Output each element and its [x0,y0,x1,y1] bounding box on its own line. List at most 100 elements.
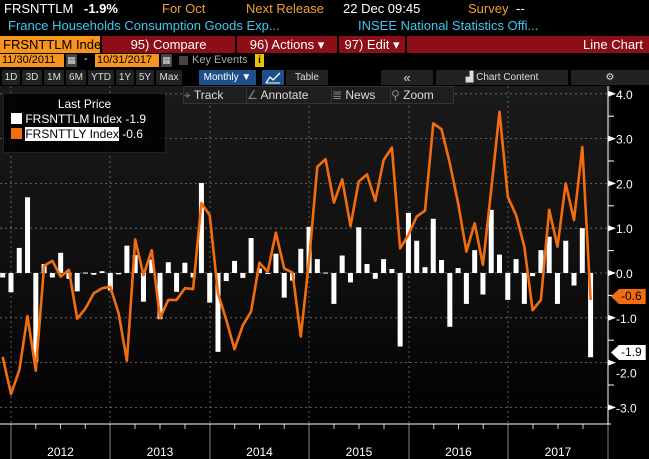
bar-frsnttlm [149,259,155,273]
annotate-label: Annotate [260,88,309,102]
legend-item-frsnttlm[interactable]: FRSNTTLM Index -1.9 [11,112,165,126]
line-chart-icon[interactable] [262,70,284,85]
magnifier-icon: ⚲ [391,88,404,102]
compare-button[interactable]: 95) Compare [102,36,235,53]
news-button[interactable]: ≣ News [331,86,391,104]
info-icon[interactable]: i [255,54,264,67]
bar-frsnttlm [339,255,345,273]
bar-frsnttlm [405,212,411,273]
bar-frsnttlm [157,273,163,320]
line-frsnttly [1,110,592,396]
key-events-checkbox[interactable] [179,56,188,65]
y-tick-label: 4.0 [616,88,633,102]
security-description: France Households Consumption Goods Exp.… [8,18,280,33]
x-tick-label: 2012 [47,445,74,459]
bar-frsnttlm [480,273,486,295]
bar-frsnttlm [83,272,88,274]
edit-button[interactable]: 97) Edit ▾ [339,36,405,53]
x-tick-label: 2013 [147,445,174,459]
bar-frsnttlm [33,273,39,363]
period-button-6m[interactable]: 6M [66,70,86,85]
y-tick-label: 1.0 [616,222,633,236]
chart-content-button[interactable]: ▟ Chart Content [436,70,568,85]
last-value-tag-white: -1.9 [611,345,646,360]
bar-frsnttlm [107,273,113,291]
legend-series-value: -1.9 [125,112,147,126]
bar-frsnttlm [588,273,594,358]
period-button-3d[interactable]: 3D [22,70,42,85]
bar-frsnttlm [488,209,494,273]
chart-type-button[interactable]: Line Chart [407,36,649,53]
bar-frsnttlm [397,273,403,347]
last-value-tag-orange: -0.6 [611,289,646,304]
bar-frsnttlm [364,264,370,273]
bar-frsnttlm [16,247,22,273]
y-tick-marker [608,180,616,187]
bar-frsnttlm [422,267,428,273]
start-date-input[interactable]: 11/30/2011 [0,54,64,67]
bar-frsnttlm [49,273,55,278]
date-separator: - [84,53,88,65]
bar-frsnttlm [25,197,31,273]
bar-frsnttlm [58,252,64,273]
collapse-button[interactable]: « [381,70,433,85]
bar-frsnttlm [232,260,238,273]
end-date-input[interactable]: 10/31/2017 [95,54,159,67]
calendar-icon[interactable]: ▦ [66,54,77,67]
y-tick-marker [608,225,616,232]
next-release-value: 22 Dec 09:45 [343,1,421,16]
bar-frsnttlm [331,273,337,304]
security-field[interactable]: FRSNTTLM Index [0,36,108,53]
bar-frsnttlm [314,259,320,273]
bar-frsnttlm [298,248,304,273]
bar-frsnttlm [74,273,80,292]
data-source: INSEE National Statistics Offi... [358,18,539,33]
chevron-down-icon: ▾ [392,37,400,52]
bar-frsnttlm [248,238,254,273]
bar-frsnttlm [356,227,362,273]
y-tick-label: 2.0 [616,177,633,191]
bar-frsnttlm [273,253,279,273]
calendar-icon[interactable]: ▦ [161,54,172,67]
zoom-label: Zoom [403,88,434,102]
white-swatch-icon [11,113,22,124]
ticker: FRSNTTLM [4,1,74,16]
bar-frsnttlm [463,273,469,304]
next-release-label: Next Release [246,1,325,16]
period-button-ytd[interactable]: YTD [88,70,114,85]
period-button-1y[interactable]: 1Y [116,70,134,85]
y-tick-marker [608,314,616,321]
bar-frsnttlm [521,273,527,304]
bar-frsnttlm [472,250,478,273]
period-button-1m[interactable]: 1M [44,70,64,85]
y-tick-marker [608,90,616,97]
table-button[interactable]: Table [286,70,328,85]
legend-item-frsnttly[interactable]: FRSNTTLY Index -0.6 [11,127,165,141]
track-label: Track [193,88,224,102]
bar-frsnttlm [563,240,569,273]
bar-frsnttlm [538,250,544,273]
change-value: -1.9% [84,1,118,16]
bar-frsnttlm [8,273,14,293]
key-events-label: Key Events [192,54,248,66]
bar-frsnttlm [223,273,229,282]
news-label: News [345,88,376,102]
bar-frsnttlm [505,273,511,300]
zoom-button[interactable]: ⚲ Zoom [390,86,454,104]
x-tick-label: 2014 [246,445,273,459]
x-tick-label: 2016 [445,445,472,459]
bar-frsnttlm [554,273,560,304]
frequency-dropdown[interactable]: Monthly ▼ [199,70,256,85]
period-button-1d[interactable]: 1D [2,70,20,85]
annotate-button[interactable]: ∠ Annotate [246,86,332,104]
edit-label: 97) Edit [344,37,390,52]
bar-frsnttlm [240,273,246,278]
settings-gear-icon[interactable]: ⚙ [571,70,649,85]
track-button[interactable]: ⌖ Track [183,86,247,104]
legend-series-value: -0.6 [122,127,143,141]
period-button-5y[interactable]: 5Y [136,70,154,85]
period-button-max[interactable]: Max [156,70,182,85]
actions-button[interactable]: 96) Actions ▾ [237,36,337,53]
bar-frsnttlm [323,272,329,274]
bar-frsnttlm [455,268,461,273]
